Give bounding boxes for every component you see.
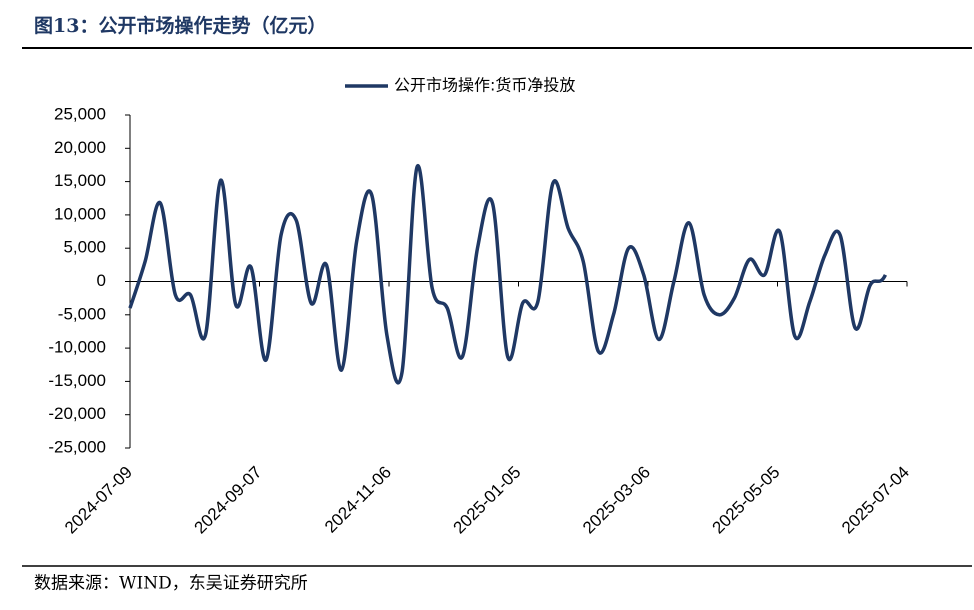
x-tick-label: 2025-03-06 — [579, 463, 654, 538]
x-tick-label: 2025-05-05 — [709, 463, 784, 538]
chart-title: 图13：公开市场操作走势（亿元） — [34, 14, 326, 37]
y-tick-label: -5,000 — [58, 304, 106, 323]
x-tick-label: 2024-09-07 — [191, 463, 266, 538]
y-tick-label: 10,000 — [54, 204, 106, 223]
y-tick-label: 0 — [97, 271, 106, 290]
y-tick-label: 20,000 — [54, 138, 106, 157]
data-line — [128, 164, 887, 385]
y-tick-label: 25,000 — [54, 104, 106, 123]
y-tick-label: -15,000 — [48, 371, 106, 390]
y-tick-label: -20,000 — [48, 404, 106, 423]
y-tick-label: 5,000 — [63, 238, 106, 257]
x-tick-label: 2024-07-09 — [61, 463, 136, 538]
legend-label: 公开市场操作:货币净投放 — [394, 76, 575, 95]
y-tick-label: 15,000 — [54, 171, 106, 190]
x-tick-label: 2024-11-06 — [321, 463, 395, 537]
y-tick-label: -25,000 — [48, 437, 106, 456]
x-tick-label: 2025-01-05 — [450, 463, 525, 538]
y-tick-label: -10,000 — [48, 338, 106, 357]
source-note: 数据来源：WIND，东吴证券研究所 — [34, 574, 308, 594]
x-tick-label: 2025-07-04 — [838, 463, 913, 538]
